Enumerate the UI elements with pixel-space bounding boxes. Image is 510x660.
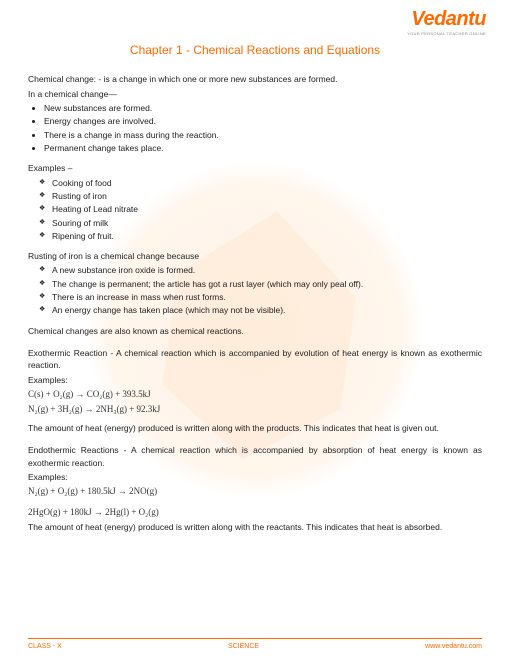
list-item: Souring of milk (52, 217, 482, 229)
list-item: The change is permanent; the article has… (52, 278, 482, 290)
chemical-change-list: New substances are formed. Energy change… (28, 102, 482, 154)
brand-tagline: YOUR PERSONAL TEACHER ONLINE (407, 31, 486, 36)
intro-line-2: In a chemical change— (28, 88, 482, 100)
list-item: There is a change in mass during the rea… (44, 129, 482, 141)
exo-equation-2: N₂(g) + 3H₂(g) → 2NH₃(g) + 92.3kJ (28, 403, 482, 416)
examples-list: Cooking of food Rusting of iron Heating … (28, 177, 482, 243)
list-item: Cooking of food (52, 177, 482, 189)
list-item: Heating of Lead nitrate (52, 203, 482, 215)
footer-subject: SCIENCE (228, 643, 259, 650)
list-item: New substances are formed. (44, 102, 482, 114)
brand-logo: Vedantu YOUR PERSONAL TEACHER ONLINE (407, 8, 486, 36)
brand-name: Vedantu (407, 8, 486, 31)
chapter-title: Chapter 1 - Chemical Reactions and Equat… (28, 42, 482, 59)
list-item: Ripening of fruit. (52, 230, 482, 242)
aka-line: Chemical changes are also known as chemi… (28, 325, 482, 337)
endo-equation-2: 2HgO(g) + 180kJ → 2Hg(l) + O₂(g) (28, 506, 482, 519)
footer-class: CLASS - X (28, 643, 62, 650)
endo-note: The amount of heat (energy) produced is … (28, 521, 482, 533)
intro-line-1: Chemical change: - is a change in which … (28, 73, 482, 85)
endothermic-def: Endothermic Reactions - A chemical react… (28, 444, 482, 469)
rusting-heading: Rusting of iron is a chemical change bec… (28, 250, 482, 262)
list-item: Permanent change takes place. (44, 142, 482, 154)
endo-equation-1: N₂(g) + O₂(g) + 180.5kJ → 2NO(g) (28, 485, 482, 498)
footer-url: www.vedantu.com (425, 643, 482, 650)
list-item: Energy changes are involved. (44, 115, 482, 127)
examples-heading: Examples – (28, 162, 482, 174)
list-item: An energy change has taken place (which … (52, 304, 482, 316)
exo-equation-1: C(s) + O₂(g) → CO₂(g) + 393.5kJ (28, 388, 482, 401)
exothermic-def: Exothermic Reaction - A chemical reactio… (28, 347, 482, 372)
exo-note: The amount of heat (energy) produced is … (28, 422, 482, 434)
list-item: There is an increase in mass when rust f… (52, 291, 482, 303)
page-footer: CLASS - X SCIENCE www.vedantu.com (28, 638, 482, 650)
rusting-list: A new substance iron oxide is formed. Th… (28, 264, 482, 316)
exo-examples-label: Examples: (28, 374, 482, 386)
endo-examples-label: Examples: (28, 471, 482, 483)
list-item: A new substance iron oxide is formed. (52, 264, 482, 276)
list-item: Rusting of iron (52, 190, 482, 202)
